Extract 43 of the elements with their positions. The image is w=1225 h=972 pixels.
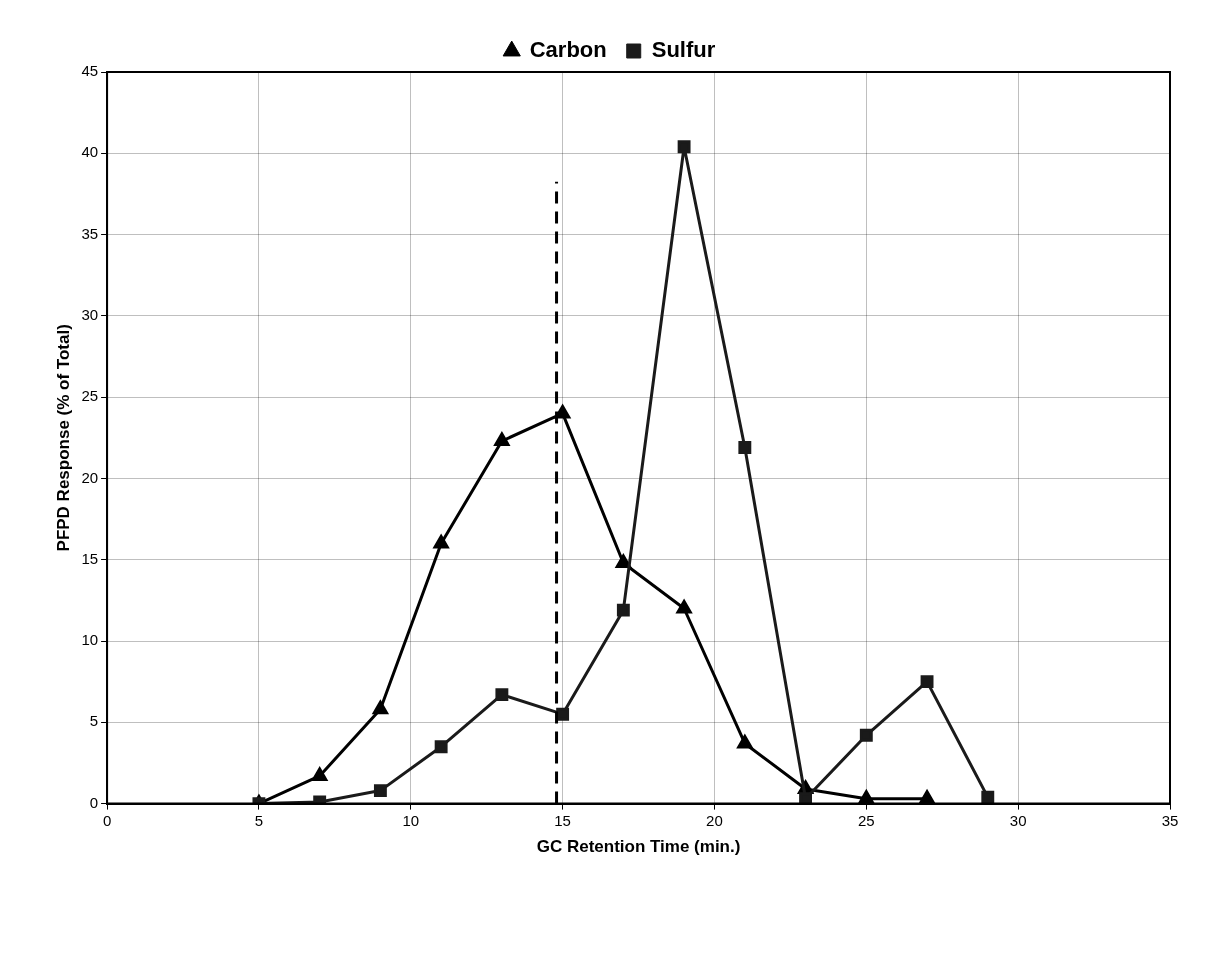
point [676, 600, 692, 614]
point [677, 140, 691, 154]
y-tick-label: 40 [81, 143, 99, 161]
point [555, 404, 571, 419]
legend-label: Sulfur [651, 37, 716, 63]
x-tick-label: 0 [102, 811, 112, 829]
point [615, 554, 631, 568]
y-tick-label: 35 [81, 224, 99, 242]
y-tick-label: 30 [81, 306, 99, 324]
point [858, 790, 874, 804]
point [495, 688, 509, 702]
x-tick-label: 15 [554, 811, 571, 829]
point [737, 734, 753, 749]
point [981, 790, 995, 804]
y-tick-label: 15 [81, 549, 99, 567]
point [920, 675, 934, 689]
point [494, 432, 510, 447]
y-tick-label: 20 [81, 468, 99, 486]
point [433, 534, 449, 549]
x-tick-label: 35 [1161, 811, 1179, 829]
point [616, 603, 630, 617]
y-tick-label: 5 [89, 712, 99, 730]
point [556, 707, 570, 721]
x-tick-label: 20 [706, 811, 723, 829]
y-tick-label: 0 [89, 793, 99, 811]
point [312, 767, 328, 781]
y-tick-label: 45 [81, 62, 99, 80]
y-axis-title: PFPD Response (% of Total) [53, 324, 73, 552]
x-axis-title: GC Retention Time (min.) [536, 837, 741, 857]
point [373, 784, 387, 798]
y-tick-label: 25 [81, 387, 99, 405]
x-tick-label: 25 [857, 811, 875, 829]
point [919, 790, 935, 804]
y-tick-label: 10 [81, 631, 99, 649]
point [372, 700, 388, 715]
x-tick-label: 30 [1009, 811, 1027, 829]
x-tick-label: 10 [402, 811, 420, 829]
point [859, 728, 873, 742]
x-tick-label: 5 [254, 811, 264, 829]
point [738, 441, 752, 454]
legend-label: Carbon [529, 37, 607, 63]
point [434, 740, 448, 754]
point [799, 792, 813, 804]
